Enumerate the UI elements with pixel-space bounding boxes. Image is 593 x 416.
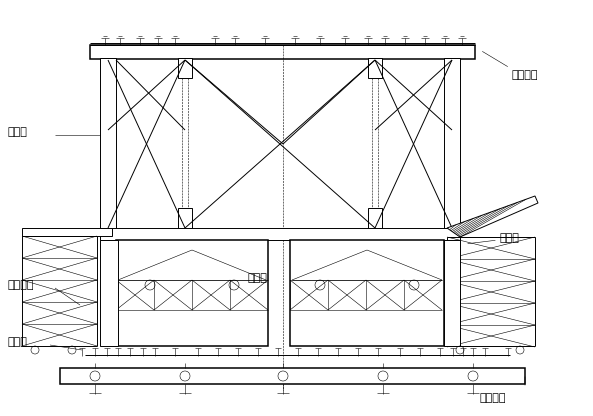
Bar — [100, 58, 116, 230]
Bar — [100, 240, 118, 346]
Bar — [178, 208, 192, 228]
Bar — [444, 240, 460, 346]
Bar — [368, 58, 382, 78]
Text: 前上横梁: 前上横梁 — [512, 70, 538, 80]
Bar — [90, 45, 475, 59]
Bar — [22, 228, 112, 236]
Bar — [368, 208, 382, 228]
Bar — [60, 368, 525, 384]
Text: 菱形架: 菱形架 — [8, 127, 28, 137]
Bar — [444, 58, 460, 230]
Text: 内导梁: 内导梁 — [248, 273, 268, 283]
Bar — [178, 58, 192, 78]
Polygon shape — [447, 196, 538, 237]
Text: 外导梁: 外导梁 — [500, 233, 520, 243]
Text: 前下横梁: 前下横梁 — [480, 393, 506, 403]
Text: 外模系统: 外模系统 — [8, 280, 34, 290]
Bar — [100, 228, 460, 240]
Bar — [116, 240, 268, 346]
Bar — [290, 240, 444, 346]
Text: 底纵梁: 底纵梁 — [8, 337, 28, 347]
